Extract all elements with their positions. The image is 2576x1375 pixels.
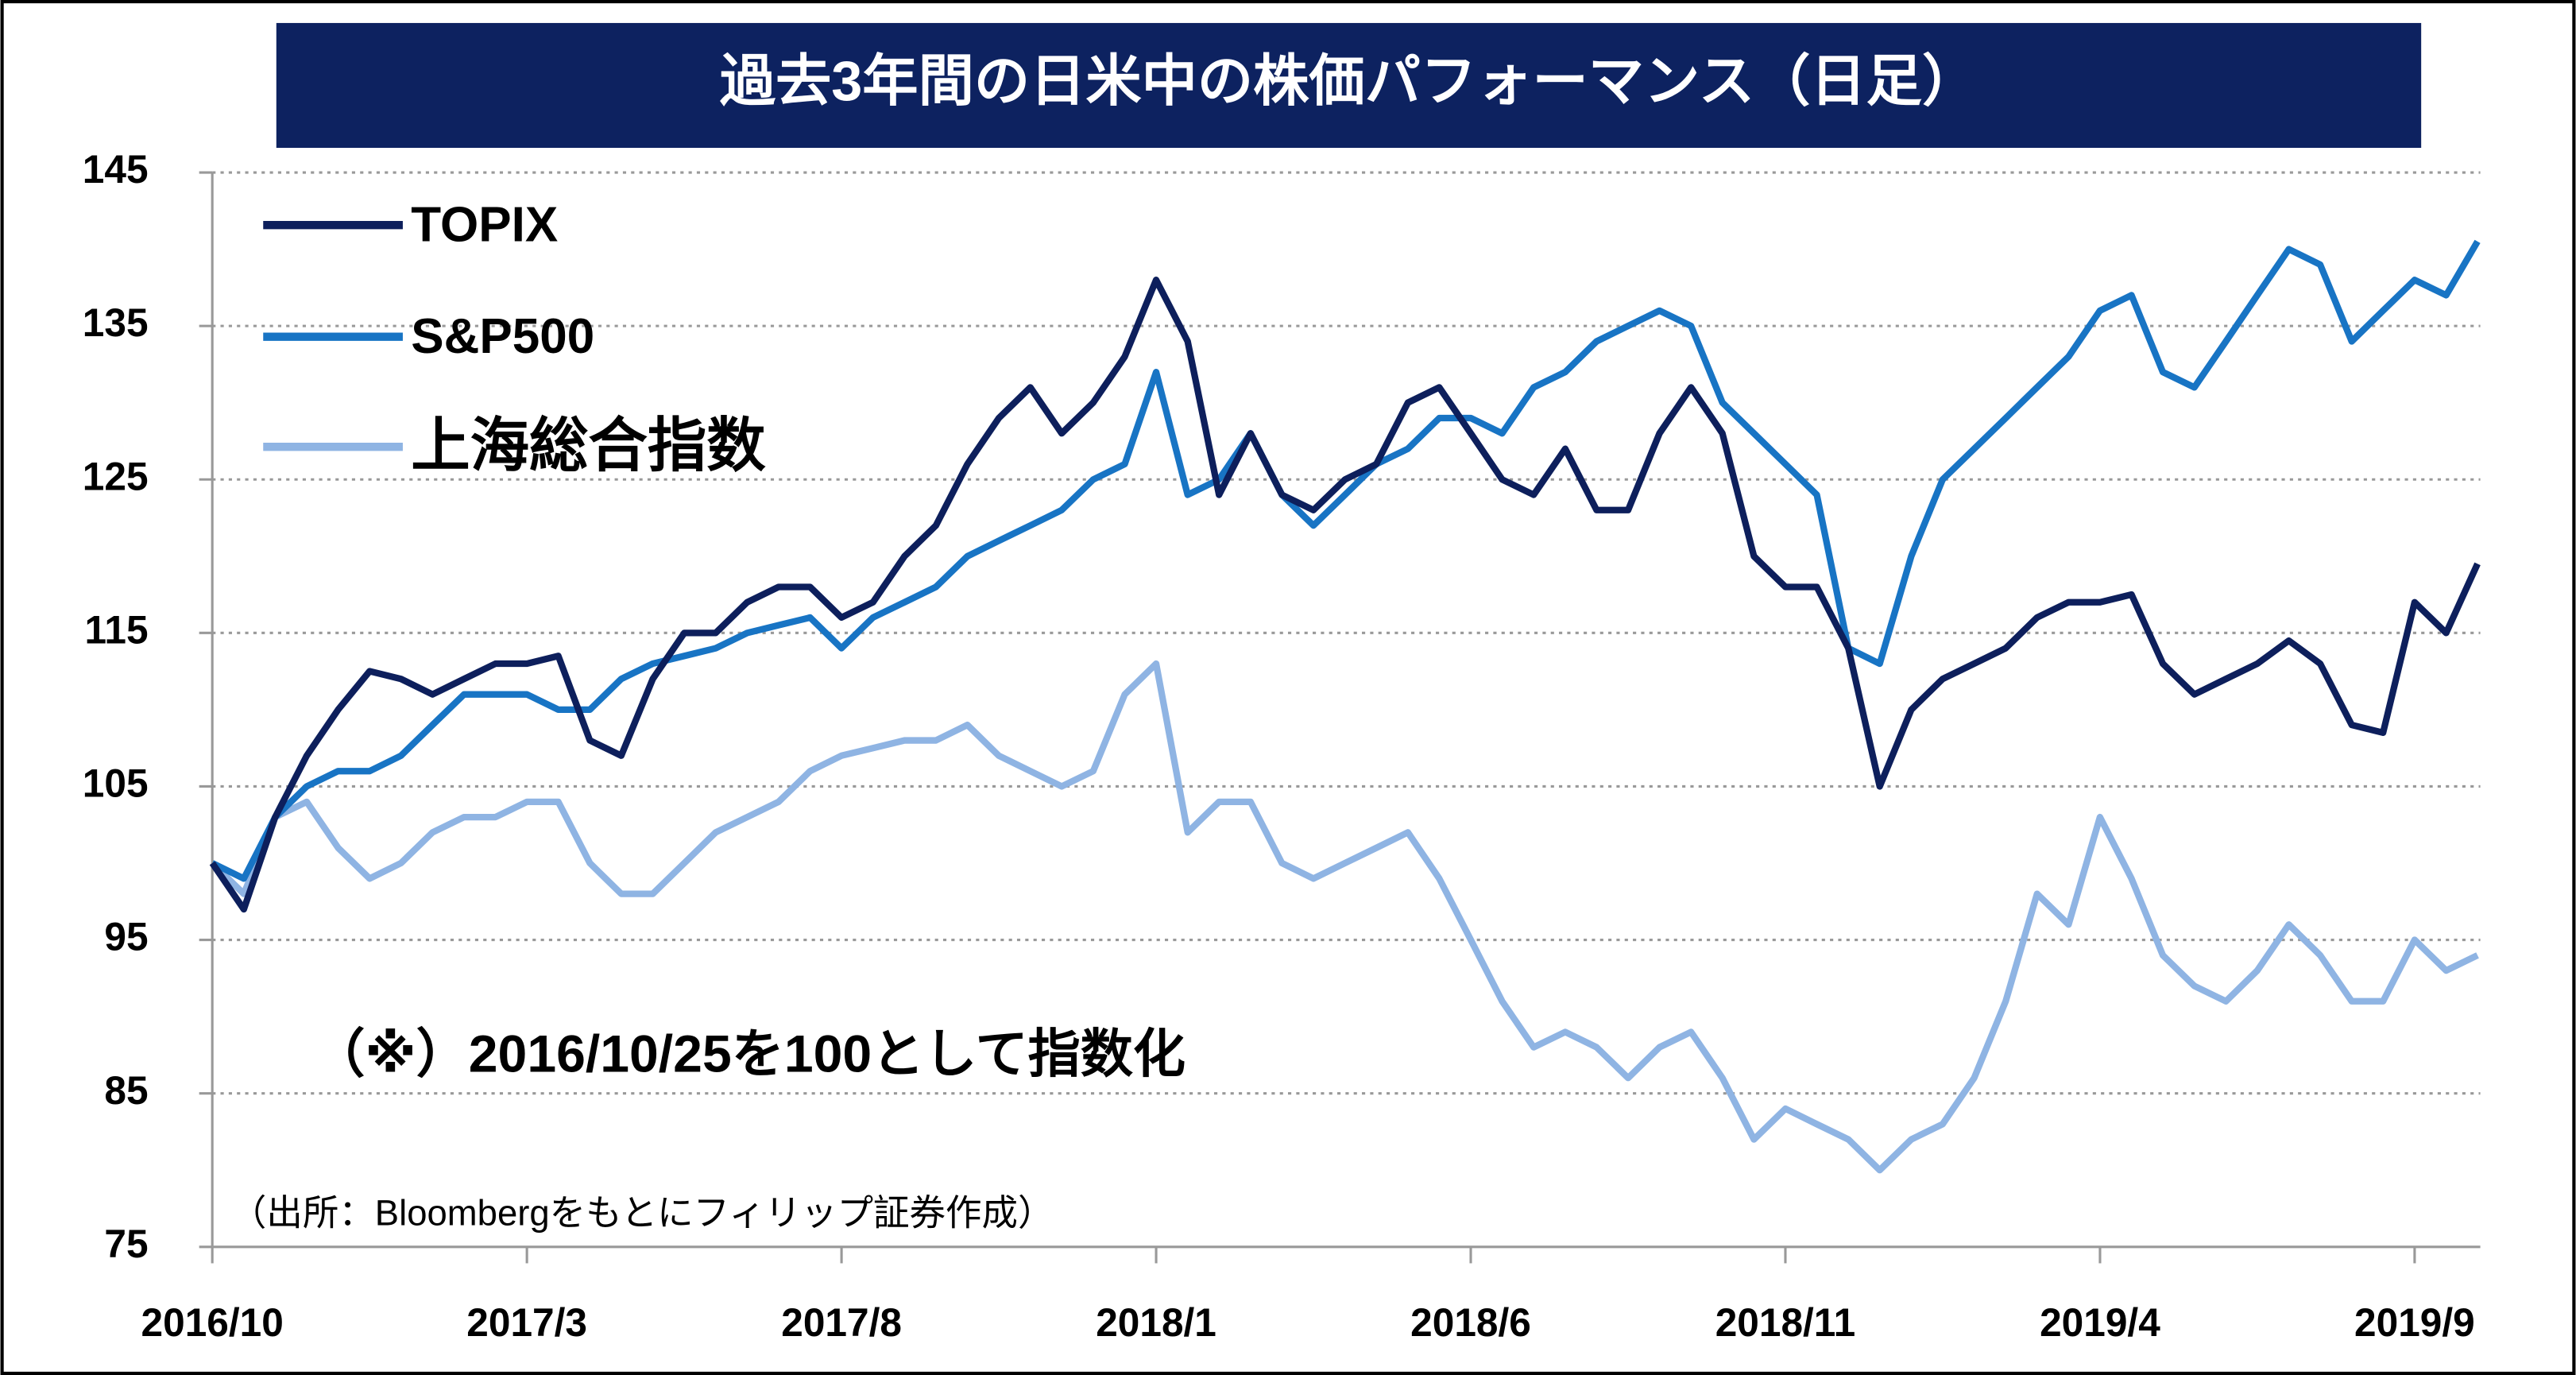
x-tick-label: 2019/4 bbox=[2040, 1300, 2160, 1345]
y-tick-label: 105 bbox=[83, 761, 149, 806]
series-line bbox=[210, 660, 2479, 1174]
y-tick-label: 145 bbox=[83, 147, 149, 192]
y-tick-label: 75 bbox=[104, 1222, 148, 1266]
series-line bbox=[211, 239, 2481, 882]
y-tick-label: 135 bbox=[83, 300, 149, 345]
legend-label: S&P500 bbox=[411, 309, 594, 364]
x-tick-label: 2018/11 bbox=[1715, 1300, 1856, 1345]
y-tick-label: 95 bbox=[104, 915, 148, 959]
legend-label: TOPIX bbox=[411, 198, 558, 253]
x-tick-label: 2017/3 bbox=[466, 1300, 587, 1345]
chart-title: 過去3年間の日米中の株価パフォーマンス（日足） bbox=[720, 49, 1978, 112]
x-tick-label: 2018/1 bbox=[1096, 1300, 1216, 1345]
annotation: （※）2016/10/25を100として指数化 bbox=[312, 1025, 1186, 1084]
y-tick-label: 125 bbox=[83, 454, 149, 498]
x-tick-label: 2016/10 bbox=[141, 1300, 284, 1345]
legend-label: 上海総合指数 bbox=[411, 412, 766, 478]
series-line bbox=[209, 277, 2481, 913]
y-tick-label: 85 bbox=[104, 1068, 148, 1113]
x-tick-label: 2017/8 bbox=[781, 1300, 902, 1345]
source-note: （出所：Bloombergをもとにフィリップ証券作成） bbox=[230, 1193, 1054, 1234]
title-banner bbox=[276, 22, 2422, 149]
x-tick-label: 2019/9 bbox=[2354, 1300, 2475, 1345]
y-tick-label: 115 bbox=[85, 607, 149, 652]
x-tick-label: 2018/6 bbox=[1410, 1300, 1531, 1345]
